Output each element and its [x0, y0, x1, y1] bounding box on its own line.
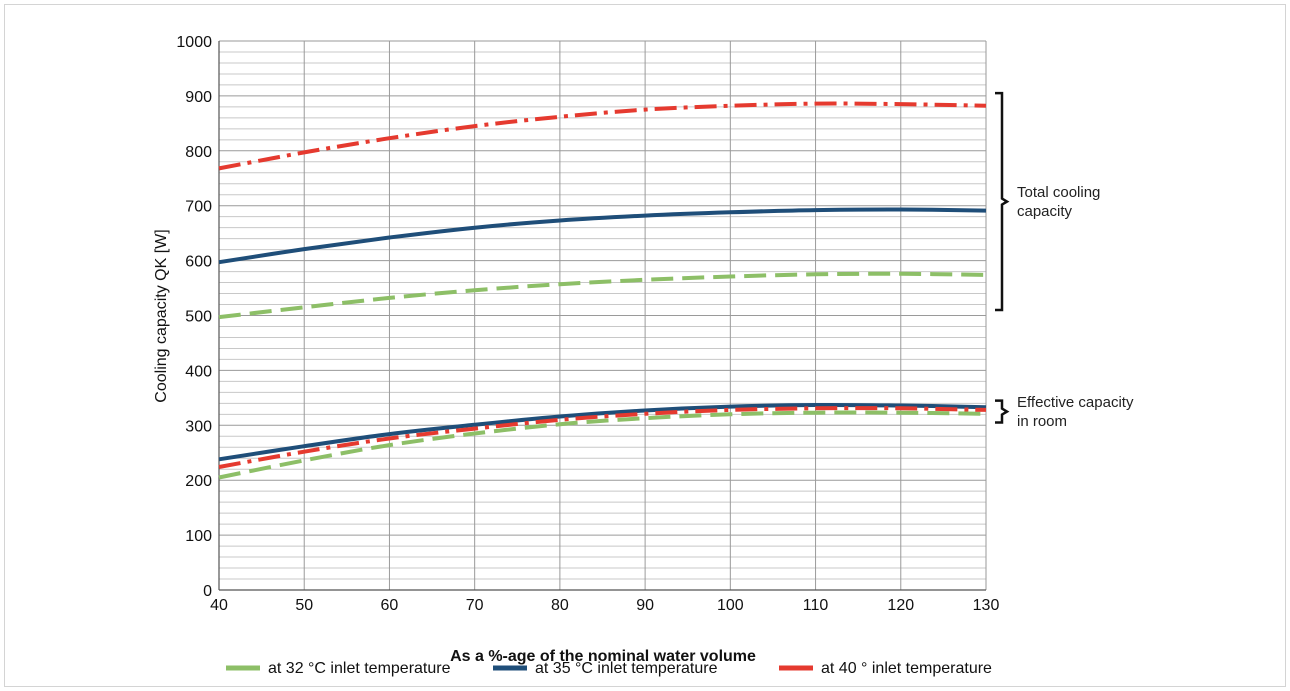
annotation-label: in room	[1017, 413, 1067, 430]
legend-label: at 32 °C inlet temperature	[268, 660, 451, 677]
y-tick-label: 700	[185, 199, 212, 216]
x-tick-label: 70	[466, 597, 484, 614]
x-tick-label: 60	[381, 597, 399, 614]
x-tick-label: 110	[803, 597, 829, 614]
series-line-effective-3	[218, 410, 987, 480]
y-tick-label: 100	[185, 528, 212, 545]
y-tick-label: 900	[185, 89, 212, 106]
x-tick-label: 50	[295, 597, 313, 614]
annotation-label: Total cooling	[1017, 184, 1100, 201]
y-tick-label: 200	[185, 473, 212, 490]
series-line-effective-4	[218, 402, 987, 462]
x-tick-label: 90	[636, 597, 654, 614]
axes: 0 100 200 300 400 500 600 700 800 900 1000 40 50 60 70…	[176, 34, 999, 614]
y-axis-title: Cooling capacity QK [W]	[153, 229, 170, 402]
series-lines	[218, 101, 987, 480]
y-tick-label: 1000	[176, 34, 212, 51]
series-line-total-1	[218, 207, 987, 265]
x-tick-label: 40	[210, 597, 228, 614]
y-tick-label: 400	[185, 363, 212, 380]
grid	[218, 40, 987, 591]
x-tick-label: 130	[973, 597, 1000, 614]
x-tick-label: 120	[887, 597, 914, 614]
series-line-total-2	[218, 101, 987, 171]
legend-label: at 35 °C inlet temperature	[535, 660, 718, 677]
chart-frame	[4, 4, 1286, 687]
x-axis-title: As a %-age of the nominal water volume	[450, 648, 756, 665]
x-tick-label: 80	[551, 597, 569, 614]
y-tick-label: 600	[185, 254, 212, 271]
series-line-total-0	[218, 271, 987, 320]
annotation-bracket	[995, 91, 1010, 312]
annotation-label: capacity	[1017, 203, 1073, 220]
legend: at 32 °C inlet temperature at 35 °C inlet…	[226, 660, 992, 677]
y-tick-label: 300	[185, 418, 212, 435]
y-tick-label: 0	[203, 583, 212, 600]
legend-label: at 40 ° inlet temperature	[821, 660, 992, 677]
annotation-label: Effective capacity	[1017, 394, 1134, 411]
y-tick-label: 800	[185, 144, 212, 161]
annotations: Total cooling capacity Effective capacity i…	[995, 91, 1134, 430]
x-tick-label: 100	[717, 597, 744, 614]
annotation-bracket	[995, 399, 1010, 424]
series-line-effective-5	[218, 406, 987, 469]
y-tick-label: 500	[185, 309, 212, 326]
